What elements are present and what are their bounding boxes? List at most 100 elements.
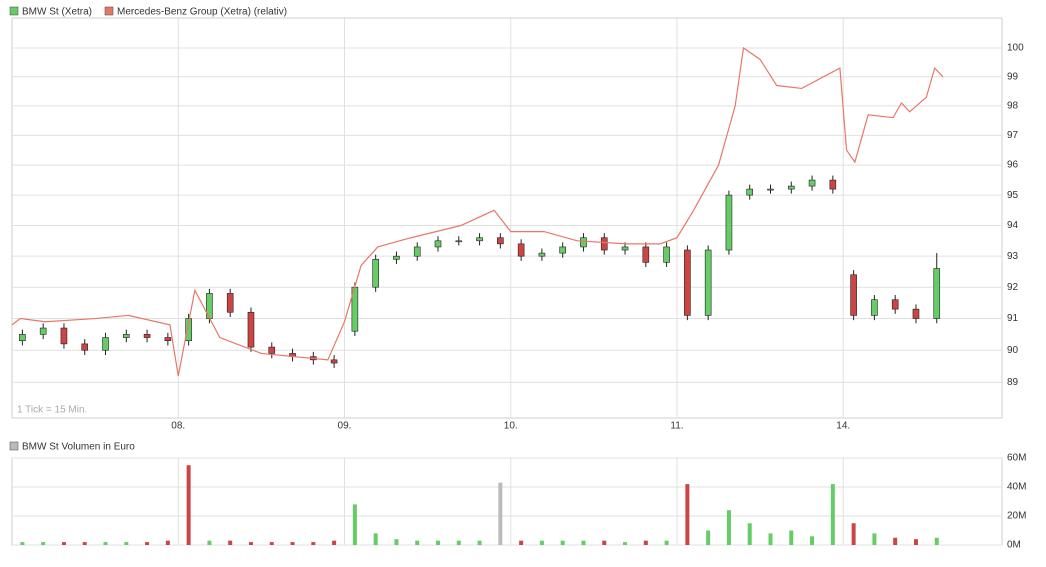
volume-bar xyxy=(124,542,129,545)
volume-bar xyxy=(394,539,399,545)
candle-body xyxy=(102,337,109,351)
candle-body xyxy=(829,179,837,190)
volume-bar xyxy=(311,542,316,545)
y-tick-label: 0M xyxy=(1007,540,1021,551)
volume-bar xyxy=(623,542,628,545)
candle-body xyxy=(891,299,899,310)
volume-bar xyxy=(726,510,731,545)
volume-bar xyxy=(643,540,648,545)
candle-body xyxy=(39,327,47,335)
candle-body xyxy=(226,293,234,313)
annotation: 1 Tick = 15 Min. xyxy=(17,405,87,416)
volume-bar xyxy=(61,542,66,545)
volume-bar xyxy=(145,542,150,545)
candle-body xyxy=(850,274,857,316)
candle-body xyxy=(164,337,172,342)
volume-bar xyxy=(207,540,212,545)
volume-bar xyxy=(248,542,253,545)
y-tick-label: 96 xyxy=(1007,160,1019,171)
y-tick-label: 91 xyxy=(1007,313,1019,324)
volume-bar xyxy=(332,540,337,545)
candle-body xyxy=(642,246,650,263)
y-tick-label: 40M xyxy=(1007,482,1026,493)
candle-body xyxy=(746,188,754,196)
y-tick-label: 89 xyxy=(1007,377,1019,388)
y-tick-label: 99 xyxy=(1007,71,1019,82)
volume-bar xyxy=(789,530,794,545)
candle-body xyxy=(434,240,442,248)
candle-body xyxy=(684,249,691,316)
y-tick-label: 90 xyxy=(1007,345,1019,356)
y-tick-label: 92 xyxy=(1007,282,1019,293)
candle-body xyxy=(413,246,421,257)
volume-bar xyxy=(747,523,752,545)
y-tick-label: 94 xyxy=(1007,220,1019,231)
volume-bar xyxy=(810,536,815,545)
candle-body xyxy=(122,334,130,338)
candle-body xyxy=(247,311,255,348)
candle-body xyxy=(559,246,566,254)
volume-bar xyxy=(664,540,669,545)
volume-bar xyxy=(41,542,46,545)
y-tick-label: 95 xyxy=(1007,190,1019,201)
candle-body xyxy=(767,188,774,191)
volume-bar xyxy=(290,542,295,545)
candle-body xyxy=(455,240,463,243)
candle-body xyxy=(808,179,816,187)
volume-bar xyxy=(685,484,690,545)
volume-bar xyxy=(934,537,939,545)
y-tick-label: 100 xyxy=(1007,43,1024,54)
volume-bar xyxy=(498,482,503,545)
volume-bar xyxy=(913,539,918,545)
volume-bar xyxy=(436,540,441,545)
candle-body xyxy=(372,258,379,288)
candle-body xyxy=(185,318,192,342)
y-tick-label: 60M xyxy=(1007,453,1026,464)
legend-label: BMW St (Xetra) xyxy=(22,7,92,18)
volume-bar xyxy=(519,540,524,545)
candle-body xyxy=(871,299,878,316)
candle-body xyxy=(580,237,587,248)
candle-body xyxy=(393,255,400,260)
volume-bar xyxy=(20,542,25,545)
volume-bar xyxy=(373,533,378,545)
x-tick-label: 09. xyxy=(338,421,352,432)
volume-bar xyxy=(830,484,835,545)
candle-body xyxy=(933,268,941,319)
volume-bar xyxy=(186,465,191,545)
candle-body xyxy=(912,308,920,319)
volume-bar xyxy=(269,542,274,545)
x-tick-label: 08. xyxy=(171,421,185,432)
volume-bar xyxy=(706,530,711,545)
candle-body xyxy=(143,334,151,338)
volume-bar xyxy=(602,540,607,545)
candle-body xyxy=(600,237,608,251)
x-tick-label: 14. xyxy=(836,421,850,432)
candle-body xyxy=(663,246,670,263)
volume-bar xyxy=(539,540,544,545)
volume-bar xyxy=(352,504,357,545)
volume-bar xyxy=(165,540,170,545)
volume-bar xyxy=(851,523,856,545)
volume-bar xyxy=(893,537,898,545)
y-tick-label: 20M xyxy=(1007,511,1026,522)
chart-title: BMW St Volumen in Euro xyxy=(22,442,135,453)
volume-bar xyxy=(415,540,420,545)
x-tick-label: 11. xyxy=(670,421,683,432)
volume-bar xyxy=(872,533,877,545)
y-tick-label: 98 xyxy=(1007,101,1019,112)
volume-bar xyxy=(581,540,586,545)
candle-body xyxy=(81,343,89,351)
volume-bar xyxy=(103,542,108,545)
candle-body xyxy=(621,246,629,251)
line xyxy=(11,46,944,376)
legend-swatch xyxy=(9,6,19,16)
volume-bar xyxy=(768,533,773,545)
candle-body xyxy=(517,243,525,257)
candle-body xyxy=(330,359,338,364)
plot-frame xyxy=(11,17,1003,419)
x-tick-label: 10. xyxy=(504,421,518,432)
legend-swatch xyxy=(9,441,19,451)
candle-body xyxy=(704,249,712,316)
candle-body xyxy=(476,237,483,242)
